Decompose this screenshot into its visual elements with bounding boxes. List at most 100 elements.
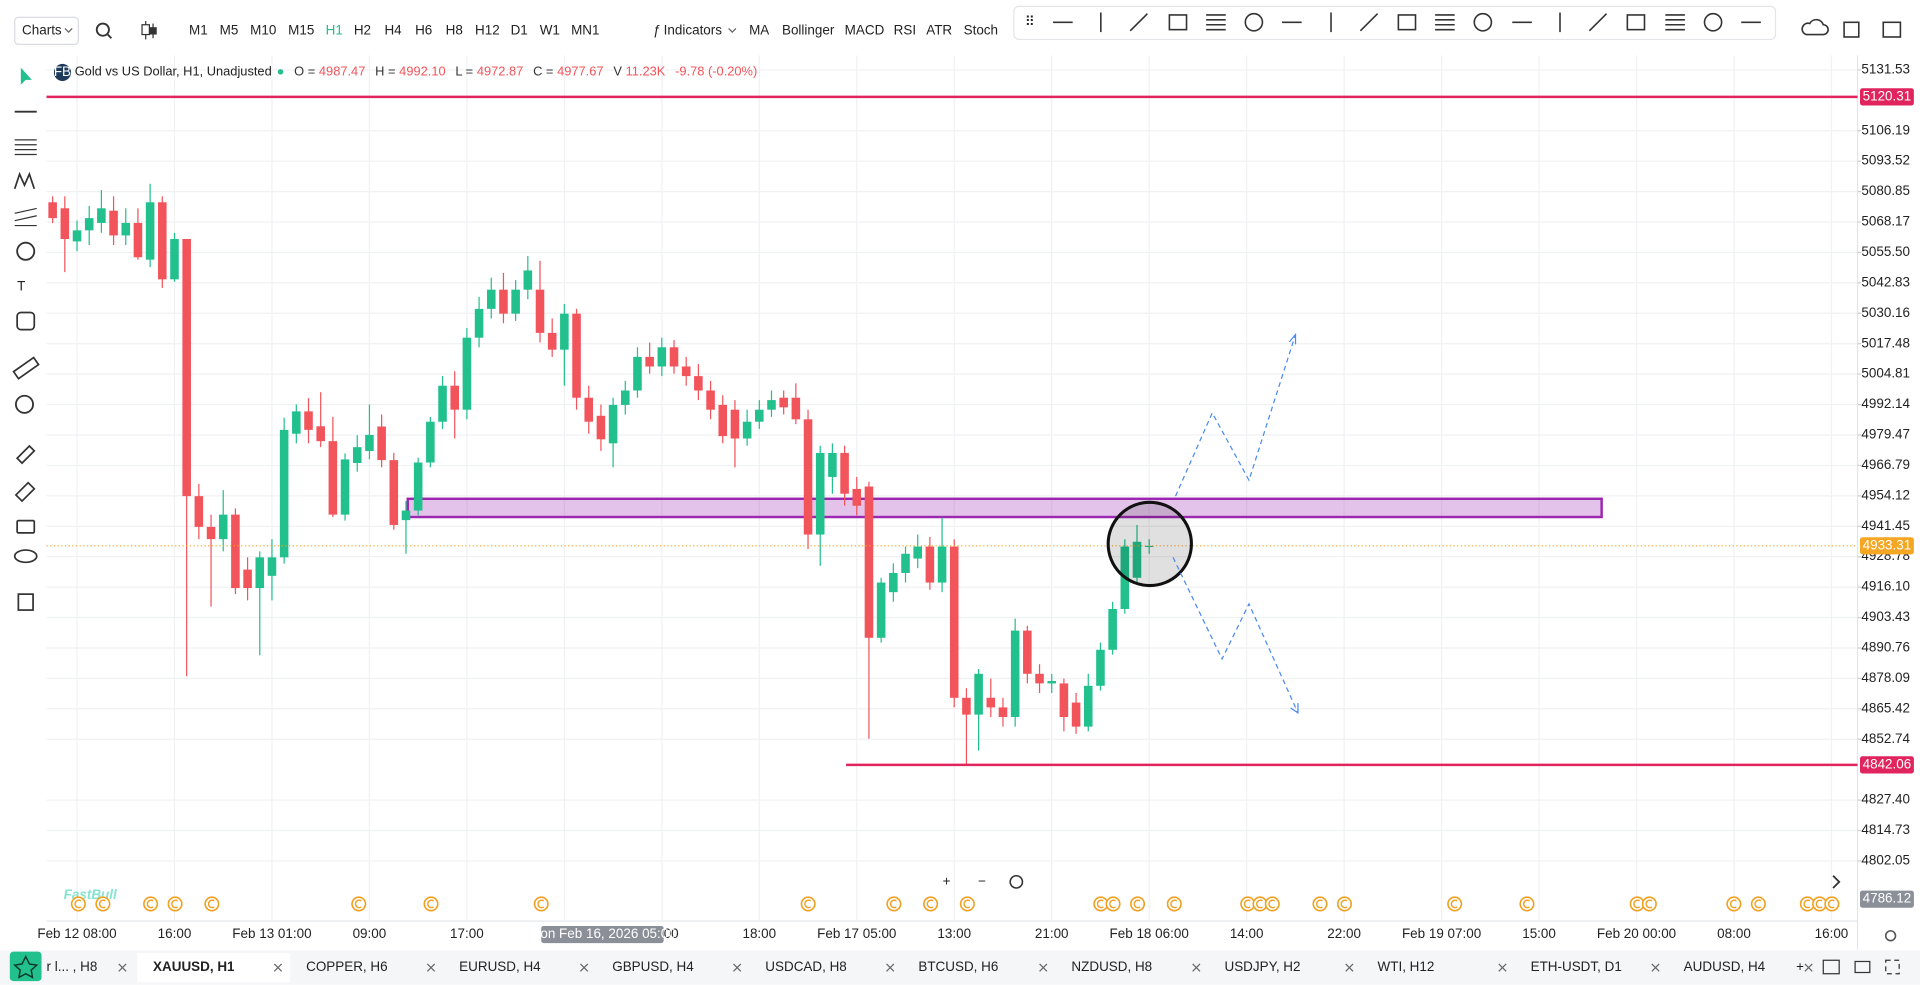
indicator-shortcut[interactable]: Stoch [964,22,998,37]
drawing-tool[interactable] [1206,14,1226,31]
cursor-tool[interactable] [20,67,32,85]
tab[interactable] [1667,952,1821,983]
event-marker[interactable] [1750,896,1766,912]
scroll-right[interactable] [1832,875,1841,889]
tab[interactable] [902,952,1056,983]
text-tool[interactable]: T [17,278,25,293]
cloud-icon[interactable] [1801,18,1829,36]
event-marker[interactable] [1105,896,1121,912]
pattern-tool[interactable] [13,171,36,190]
drawing-tool[interactable] [1665,14,1685,31]
event-marker[interactable] [1629,896,1645,912]
tab-close[interactable] [118,963,127,972]
zoom-in[interactable]: + [943,873,951,888]
delete-tool[interactable] [17,593,34,611]
shape-tool[interactable] [16,241,36,261]
ruler-tool[interactable] [12,356,40,380]
event-marker[interactable] [423,896,439,912]
tab-close[interactable] [1804,963,1813,972]
tab-close[interactable] [886,963,895,972]
tab-close[interactable] [1651,963,1660,972]
tab-close[interactable] [1345,963,1354,972]
tab[interactable] [596,952,750,983]
event-marker[interactable] [204,896,220,912]
layout-icon[interactable] [1822,959,1840,975]
panel-icon[interactable] [1882,21,1902,38]
indicator-shortcut[interactable]: MA [749,22,769,37]
timeframe[interactable]: W1 [540,22,560,37]
drawing-tool[interactable] [1168,14,1188,31]
brush-tool[interactable] [14,481,36,503]
zoom-tool[interactable] [15,394,34,414]
search-icon[interactable] [95,22,110,37]
tab-close[interactable] [1192,963,1201,972]
tab-close[interactable] [733,963,742,972]
charts-button[interactable] [14,16,79,45]
event-marker[interactable] [143,896,159,912]
timeframe[interactable]: M10 [250,22,276,37]
tab[interactable] [290,952,444,983]
tab[interactable] [1514,952,1668,983]
timeframe[interactable]: D1 [511,22,528,37]
event-marker[interactable] [1641,896,1657,912]
tab[interactable] [137,952,291,983]
tab-close[interactable] [1039,963,1048,972]
event-marker[interactable] [95,896,111,912]
timeframe[interactable]: H6 [415,22,432,37]
indicator-shortcut[interactable]: ATR [926,22,952,37]
timeframe[interactable]: H4 [384,22,402,37]
event-marker[interactable] [923,896,939,912]
event-marker[interactable] [533,896,549,912]
drawing-tool[interactable] [1703,12,1723,32]
event-marker[interactable] [1519,896,1535,912]
tab-close[interactable] [1498,963,1507,972]
event-marker[interactable] [959,896,975,912]
event-marker[interactable] [351,896,367,912]
event-marker[interactable] [1130,896,1146,912]
event-marker[interactable] [167,896,183,912]
drawing-tool[interactable] [1588,13,1608,32]
tab-close[interactable] [579,963,589,972]
event-marker[interactable] [1824,896,1840,912]
drawing-tool[interactable] [1359,13,1379,32]
event-marker[interactable] [1336,896,1353,912]
timeframe[interactable]: M5 [220,22,239,37]
zoom-out[interactable]: − [978,873,986,888]
tab[interactable] [1208,952,1362,983]
projection-down[interactable] [1172,557,1299,714]
tab[interactable] [41,952,138,983]
timeframe[interactable]: MN1 [571,22,599,37]
highlight-circle[interactable] [1106,500,1193,588]
tab[interactable] [1361,952,1515,983]
drawing-tool[interactable] [1473,12,1493,32]
event-marker[interactable] [1726,896,1742,912]
favorites-button[interactable] [9,951,42,982]
event-marker[interactable] [1812,896,1828,912]
drawing-tool[interactable] [1129,13,1148,32]
event-marker[interactable] [70,896,86,912]
event-marker[interactable] [1264,896,1280,912]
event-marker[interactable] [1240,896,1256,912]
tab-close[interactable] [426,963,436,972]
indicator-shortcut[interactable]: RSI [894,22,916,37]
fib-tool[interactable] [14,139,37,156]
fullscreen-icon[interactable] [1885,959,1900,975]
drawing-tool[interactable] [1244,12,1264,32]
indicator-shortcut[interactable]: MACD [845,22,885,37]
event-marker[interactable] [886,896,902,912]
event-marker[interactable] [1166,896,1182,912]
timeframe[interactable]: H12 [475,22,500,37]
timeframe[interactable]: H1 [326,22,343,37]
tab[interactable] [749,952,903,983]
add-tab[interactable]: + [1796,959,1804,974]
drawing-tool[interactable] [1397,14,1417,31]
indicator-shortcut[interactable]: Bollinger [782,22,835,37]
event-marker[interactable] [1312,896,1328,912]
reset-view[interactable] [1009,874,1024,889]
lock-tool[interactable] [16,519,36,534]
tab[interactable] [1055,952,1209,983]
event-marker[interactable] [800,896,816,912]
timeframe[interactable]: M1 [189,22,208,37]
popout-icon[interactable] [1843,21,1860,38]
tab-close[interactable] [273,963,283,972]
